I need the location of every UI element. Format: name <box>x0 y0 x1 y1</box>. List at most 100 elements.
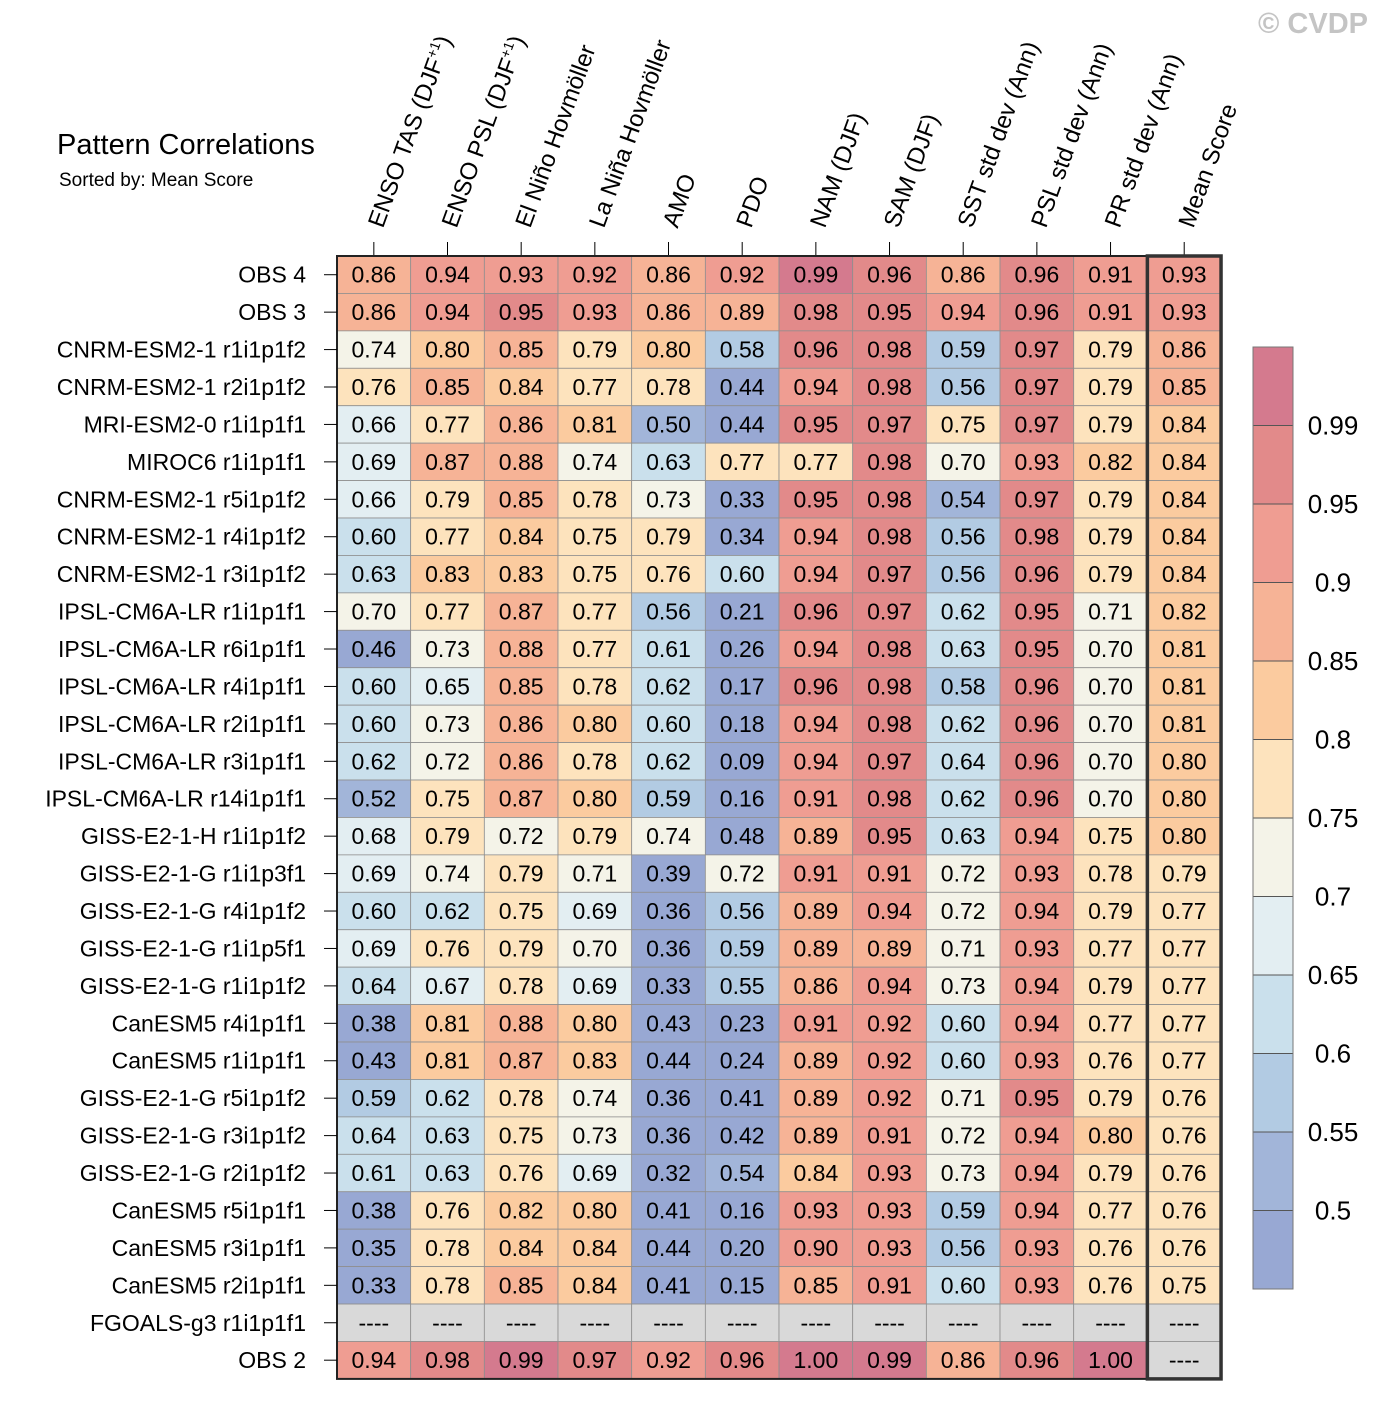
cell-value-label: 0.76 <box>1162 1235 1207 1261</box>
cell-value-label: 0.93 <box>1014 861 1059 887</box>
row-label: CNRM-ESM2-1 r2i1p1f2 <box>57 374 306 400</box>
cell-value-label: 0.84 <box>1162 524 1207 550</box>
cell-value-label: 0.85 <box>499 1272 544 1298</box>
colorbar-bin <box>1253 897 1293 976</box>
cell-value-label: 0.81 <box>425 1010 470 1036</box>
cell-value-label: 0.85 <box>499 673 544 699</box>
cell-value-label: 0.75 <box>1088 823 1133 849</box>
column-label-text: SST std dev (Ann) <box>952 38 1044 231</box>
cell-value-label: 0.95 <box>1014 636 1059 662</box>
row-label: CNRM-ESM2-1 r5i1p1f2 <box>57 486 306 512</box>
colorbar-bin <box>1253 347 1293 426</box>
cell-value-label: 0.21 <box>720 599 765 625</box>
cell-value-label: 0.82 <box>1162 599 1207 625</box>
cell-value-label: ---- <box>653 1310 684 1336</box>
cell-value-label: 0.85 <box>1162 374 1207 400</box>
cell-value-label: 0.95 <box>793 411 838 437</box>
cell-value-label: 0.93 <box>572 299 617 325</box>
cell-value-label: 0.76 <box>1162 1123 1207 1149</box>
cell-value-label: 0.91 <box>867 1123 912 1149</box>
cell-value-label: 0.93 <box>1014 1048 1059 1074</box>
cell-value-label: 0.23 <box>720 1010 765 1036</box>
cell-value-label: 0.88 <box>499 636 544 662</box>
cell-value-label: 0.15 <box>720 1272 765 1298</box>
colorbar-bin <box>1253 975 1293 1054</box>
cell-value-label: 0.70 <box>1088 711 1133 737</box>
row-label: CanESM5 r2i1p1f1 <box>112 1272 306 1298</box>
cell-value-label: 0.70 <box>1088 786 1133 812</box>
cell-value-label: 0.71 <box>1088 599 1133 625</box>
cell-value-label: ---- <box>874 1310 905 1336</box>
cell-value-label: 0.77 <box>1162 935 1207 961</box>
colorbar-bin <box>1253 426 1293 505</box>
cell-value-label: 0.36 <box>646 898 691 924</box>
cell-value-label: 0.60 <box>720 561 765 587</box>
cell-value-label: ---- <box>580 1310 611 1336</box>
cell-value-label: 0.91 <box>867 861 912 887</box>
row-label: GISS-E2-1-G r5i1p1f2 <box>80 1085 306 1111</box>
cell-value-label: 0.95 <box>867 823 912 849</box>
cell-value-label: 0.94 <box>867 973 912 999</box>
cell-value-label: 0.97 <box>1014 374 1059 400</box>
cell-value-label: 0.63 <box>425 1123 470 1149</box>
cell-value-label: 0.96 <box>1014 262 1059 288</box>
cell-value-label: 0.93 <box>867 1160 912 1186</box>
cell-value-label: 0.93 <box>1014 1235 1059 1261</box>
cell-value-label: 0.62 <box>941 711 986 737</box>
cell-value-label: 0.43 <box>351 1048 396 1074</box>
cell-value-label: 0.17 <box>720 673 765 699</box>
row-label: MRI-ESM2-0 r1i1p1f1 <box>84 411 306 437</box>
cell-value-label: 0.70 <box>1088 636 1133 662</box>
cell-value-label: 0.92 <box>867 1085 912 1111</box>
cell-value-label: 0.76 <box>1088 1235 1133 1261</box>
cell-value-label: 0.71 <box>572 861 617 887</box>
column-label: SAM (DJF) <box>879 110 945 231</box>
cell-value-label: 0.42 <box>720 1123 765 1149</box>
cell-value-label: 0.65 <box>425 673 470 699</box>
cell-value-label: 0.56 <box>941 524 986 550</box>
cell-value-label: 0.94 <box>793 748 838 774</box>
chart-subtitle: Sorted by: Mean Score <box>59 170 253 191</box>
cell-value-label: 0.59 <box>941 1197 986 1223</box>
cell-value-label: 0.64 <box>351 1123 396 1149</box>
cell-value-label: 0.79 <box>572 823 617 849</box>
cell-value-label: ---- <box>506 1310 537 1336</box>
cell-value-label: 0.79 <box>499 861 544 887</box>
cell-value-label: 0.79 <box>1162 861 1207 887</box>
cell-value-label: ---- <box>1169 1347 1200 1373</box>
cell-value-label: 0.79 <box>1088 374 1133 400</box>
cell-value-label: 0.77 <box>793 449 838 475</box>
row-label: CNRM-ESM2-1 r3i1p1f2 <box>57 561 306 587</box>
cell-value-label: 0.81 <box>1162 673 1207 699</box>
cell-value-label: 0.75 <box>499 898 544 924</box>
cell-value-label: 0.77 <box>572 599 617 625</box>
column-label: Mean Score <box>1173 100 1243 231</box>
cell-value-label: 0.66 <box>351 411 396 437</box>
cell-value-label: ---- <box>801 1310 832 1336</box>
cell-value-label: 0.24 <box>720 1048 765 1074</box>
cell-value-label: 0.73 <box>425 711 470 737</box>
cell-value-label: 0.72 <box>941 861 986 887</box>
cell-value-label: 0.75 <box>1162 1272 1207 1298</box>
row-label: GISS-E2-1-G r1i1p3f1 <box>80 861 306 887</box>
cell-value-label: 0.41 <box>720 1085 765 1111</box>
cell-value-label: 0.62 <box>646 673 691 699</box>
cell-value-label: 0.95 <box>793 486 838 512</box>
column-label: ENSO TAS (DJF+1) <box>362 32 457 231</box>
cell-value-label: 0.36 <box>646 935 691 961</box>
cell-value-label: 0.99 <box>499 1347 544 1373</box>
column-label-text: Mean Score <box>1173 100 1243 231</box>
column-label: SST std dev (Ann) <box>952 38 1044 231</box>
cell-value-label: 0.93 <box>867 1197 912 1223</box>
cell-value-label: 0.79 <box>1088 1160 1133 1186</box>
cell-value-label: 0.56 <box>941 1235 986 1261</box>
cell-value-label: 0.86 <box>499 748 544 774</box>
column-headers: ENSO TAS (DJF+1)ENSO PSL (DJF+1)El Niño … <box>362 32 1243 256</box>
cell-value-label: 0.92 <box>867 1048 912 1074</box>
colorbar-bin <box>1253 1054 1293 1133</box>
cell-value-label: 0.80 <box>646 337 691 363</box>
cell-value-label: 0.93 <box>1162 262 1207 288</box>
cell-value-label: 0.62 <box>351 748 396 774</box>
cell-value-label: 0.76 <box>1088 1272 1133 1298</box>
cell-value-label: 0.78 <box>425 1272 470 1298</box>
